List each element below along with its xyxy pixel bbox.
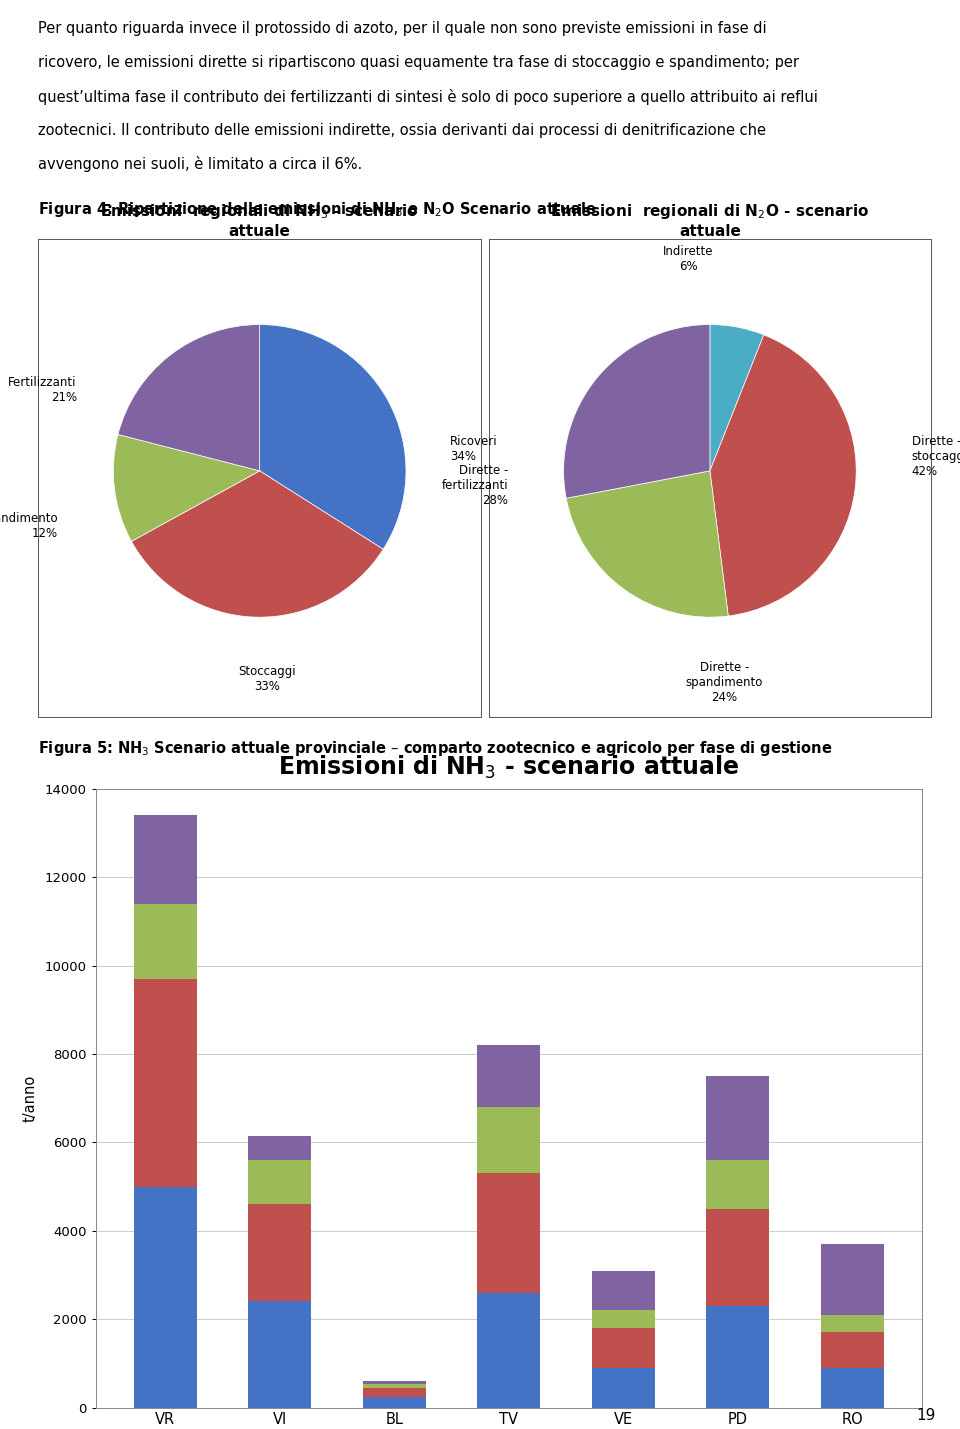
Bar (707, 1160, 770, 1209)
Text: quest’ultima fase il contributo dei fertilizzanti di sintesi è solo di poco supe: quest’ultima fase il contributo dei fert… (38, 89, 818, 104)
Wedge shape (259, 324, 406, 549)
Wedge shape (113, 434, 259, 542)
Bar (592, 1368, 655, 1408)
Bar (592, 1310, 655, 1328)
Text: Figura 5: NH$_3$ Scenario attuale provinciale – comparto zootecnico e agricolo p: Figura 5: NH$_3$ Scenario attuale provin… (38, 739, 833, 757)
Y-axis label: t/anno: t/anno (23, 1075, 37, 1122)
Bar (248, 1160, 311, 1205)
Bar (707, 1076, 770, 1160)
Text: 19: 19 (917, 1409, 936, 1423)
Wedge shape (564, 324, 710, 499)
Bar (821, 1245, 884, 1315)
Bar (363, 1388, 425, 1396)
Bar (248, 1302, 311, 1408)
Bar (477, 1293, 540, 1408)
Text: Figura 4: Ripartizione delle emissioni di NH$_3$ e N$_2$O Scenario attuale: Figura 4: Ripartizione delle emissioni d… (38, 200, 597, 219)
Text: Dirette -
stoccaggi
42%: Dirette - stoccaggi 42% (912, 434, 960, 477)
Text: Dirette -
spandimento
24%: Dirette - spandimento 24% (685, 662, 763, 704)
Text: ricovero, le emissioni dirette si ripartiscono quasi equamente tra fase di stocc: ricovero, le emissioni dirette si ripart… (38, 56, 800, 70)
Bar (477, 1045, 540, 1107)
Text: Per quanto riguarda invece il protossido di azoto, per il quale non sono previst: Per quanto riguarda invece il protossido… (38, 21, 767, 36)
Bar (133, 979, 197, 1186)
Text: avvengono nei suoli, è limitato a circa il 6%.: avvengono nei suoli, è limitato a circa … (38, 156, 363, 171)
Wedge shape (118, 324, 260, 472)
Text: Fertilizzanti
21%: Fertilizzanti 21% (9, 376, 77, 404)
Bar (363, 1380, 425, 1385)
Title: Emissioni di NH$_3$ - scenario attuale: Emissioni di NH$_3$ - scenario attuale (278, 755, 739, 782)
Text: Dirette -
fertilizzanti
28%: Dirette - fertilizzanti 28% (442, 464, 508, 507)
Text: zootecnici. Il contributo delle emissioni indirette, ossia derivanti dai process: zootecnici. Il contributo delle emission… (38, 123, 766, 137)
Bar (133, 1186, 197, 1408)
Bar (821, 1315, 884, 1332)
Bar (248, 1136, 311, 1160)
Title: Emissioni  regionali di N$_2$O - scenario
attuale: Emissioni regionali di N$_2$O - scenario… (550, 203, 870, 239)
Bar (592, 1328, 655, 1368)
Bar (592, 1270, 655, 1310)
Bar (707, 1306, 770, 1408)
Text: Stoccaggi
33%: Stoccaggi 33% (238, 664, 296, 693)
Bar (363, 1396, 425, 1408)
Bar (821, 1368, 884, 1408)
Wedge shape (132, 472, 383, 617)
Bar (477, 1173, 540, 1293)
Wedge shape (709, 324, 764, 472)
Wedge shape (710, 334, 856, 616)
Text: Spandimento
12%: Spandimento 12% (0, 513, 58, 540)
Title: Emissioni  regionali di NH$_3$ - scenario
attuale: Emissioni regionali di NH$_3$ - scenario… (101, 203, 419, 239)
Bar (133, 903, 197, 979)
Bar (248, 1205, 311, 1302)
Bar (707, 1209, 770, 1306)
Wedge shape (566, 472, 729, 617)
Bar (133, 816, 197, 903)
Text: Indirette
6%: Indirette 6% (662, 244, 713, 273)
Text: Ricoveri
34%: Ricoveri 34% (450, 434, 497, 463)
Bar (477, 1107, 540, 1173)
Bar (363, 1385, 425, 1388)
Bar (821, 1332, 884, 1368)
